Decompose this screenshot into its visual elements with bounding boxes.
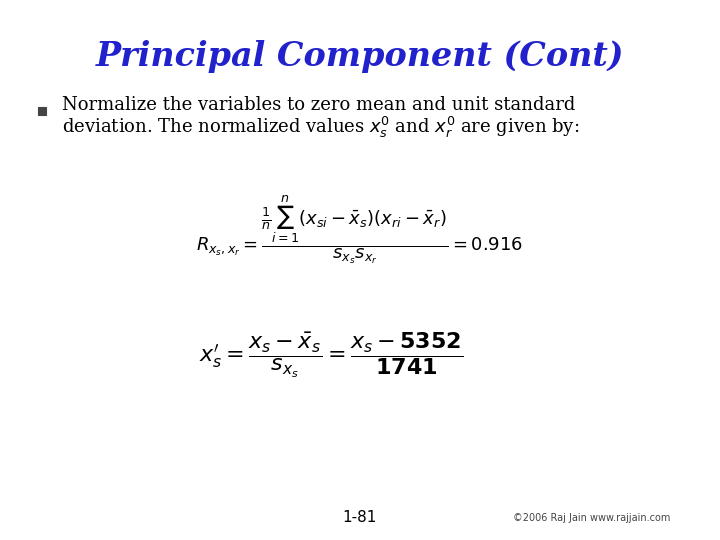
- Bar: [38, 107, 46, 115]
- Text: Principal Component (Cont): Principal Component (Cont): [96, 40, 624, 73]
- Text: $R_{x_s,x_r} = \dfrac{\frac{1}{n}\sum_{i=1}^{n}(x_{si}-\bar{x}_s)(x_{ri}-\bar{x}: $R_{x_s,x_r} = \dfrac{\frac{1}{n}\sum_{i…: [197, 194, 523, 266]
- Text: 1-81: 1-81: [343, 510, 377, 525]
- Text: deviation. The normalized values $x_s^{0}$ and $x_r^{0}$ are given by:: deviation. The normalized values $x_s^{0…: [62, 114, 580, 139]
- Text: $x_s^{\prime} = \dfrac{x_s - \bar{x}_s}{s_{x_s}} = \dfrac{x_s - \mathbf{5352}}{\: $x_s^{\prime} = \dfrac{x_s - \bar{x}_s}{…: [199, 330, 464, 380]
- Text: Normalize the variables to zero mean and unit standard: Normalize the variables to zero mean and…: [62, 96, 575, 114]
- Text: ©2006 Raj Jain www.rajjain.com: ©2006 Raj Jain www.rajjain.com: [513, 513, 670, 523]
